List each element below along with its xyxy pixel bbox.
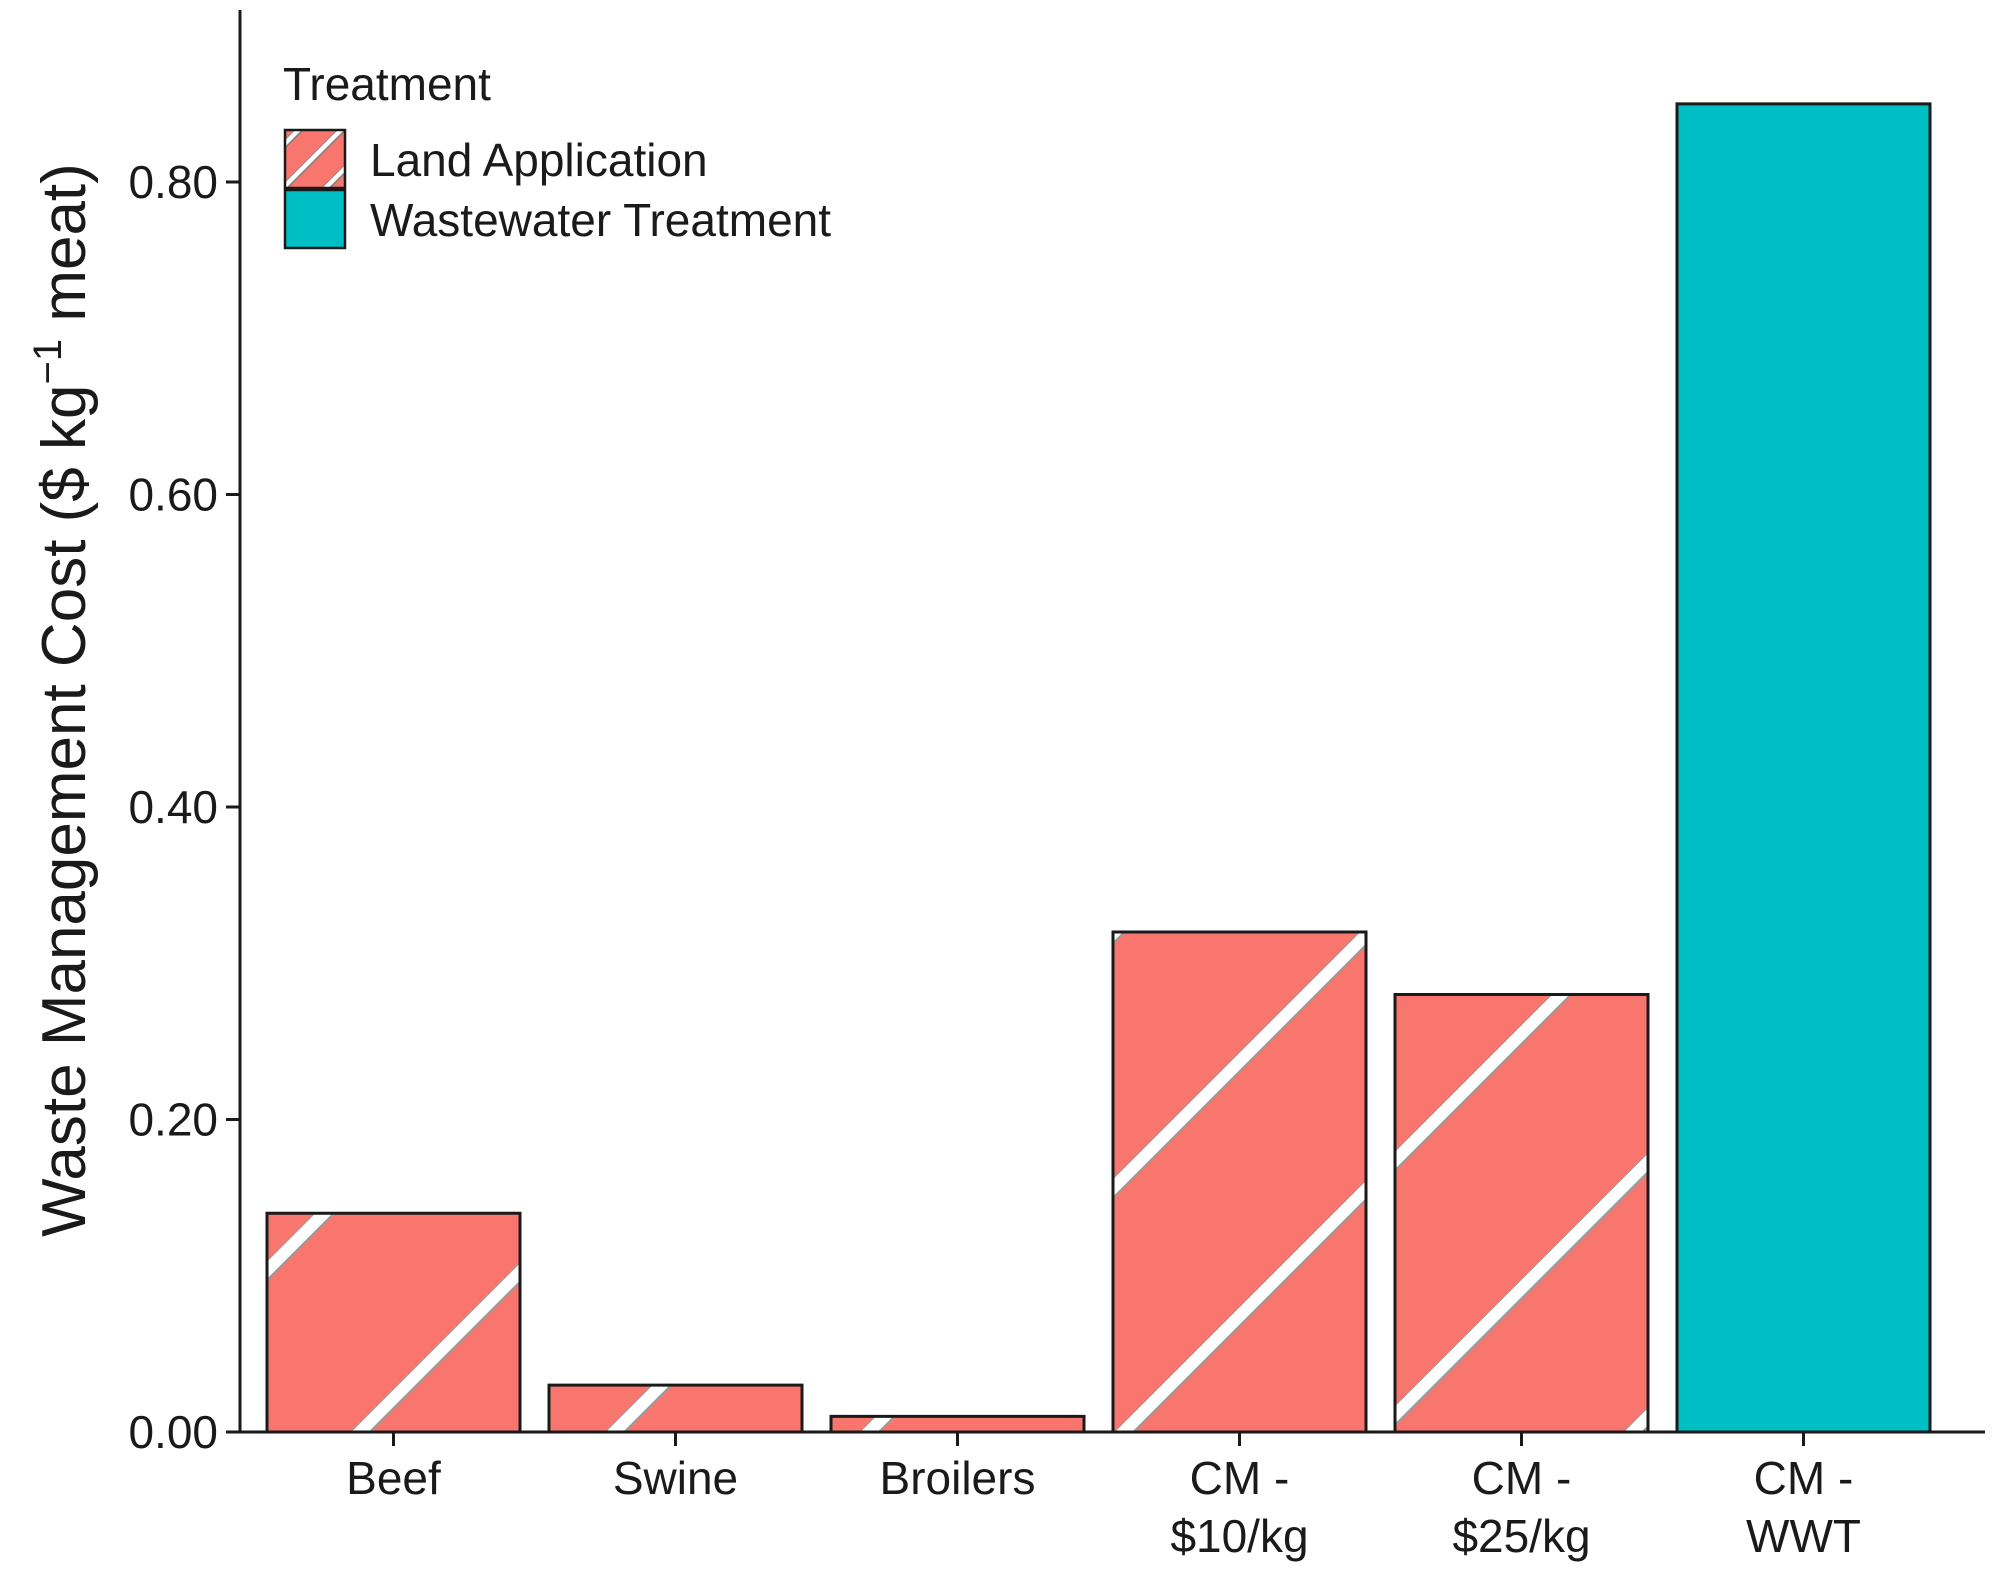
- legend-label-wastewater-treatment: Wastewater Treatment: [370, 194, 831, 246]
- x-tick-label: Swine: [613, 1452, 738, 1504]
- y-tick-label: 0.00: [128, 1406, 218, 1458]
- legend: Treatment Land Application Wastewater Tre…: [283, 58, 831, 250]
- bar-beef: [265, 1211, 522, 1434]
- bar-swine: [547, 1383, 804, 1434]
- y-tick-label: 0.80: [128, 156, 218, 208]
- y-tick-label: 0.40: [128, 781, 218, 833]
- x-tick-label: CM -$25/kg: [1452, 1452, 1590, 1562]
- axes-group: [238, 10, 1985, 1434]
- bar-cm-25-kg: [1393, 993, 1650, 1434]
- x-tick-label: CM -WWT: [1746, 1452, 1861, 1562]
- y-tick-label: 0.20: [128, 1094, 218, 1146]
- legend-label-land-application: Land Application: [370, 134, 708, 186]
- y-tick-label: 0.60: [128, 469, 218, 521]
- y-axis-ticks: 0.00 0.20 0.40 0.60 0.80: [128, 156, 240, 1458]
- legend-key-wastewater-treatment: [283, 188, 347, 250]
- x-tick-label: CM -$10/kg: [1170, 1452, 1308, 1562]
- bar-broilers: [829, 1414, 1086, 1434]
- bar-cm-wwt: [1675, 102, 1932, 1434]
- legend-title: Treatment: [283, 58, 491, 110]
- y-axis-title: Waste Management Cost ($ kg−1 meat): [26, 163, 99, 1237]
- y-axis-title-superscript: −1: [26, 339, 70, 385]
- x-axis-ticks: Beef Swine Broilers CM -$10/kg CM -$25/kg CM …: [346, 1432, 1861, 1562]
- bars-group: [265, 102, 1932, 1434]
- y-axis-title-suffix: meat): [30, 163, 99, 339]
- y-axis-title-main: Waste Management Cost ($ kg: [30, 385, 99, 1237]
- x-tick-label: Beef: [346, 1452, 441, 1504]
- x-tick-label: Broilers: [880, 1452, 1036, 1504]
- bar-cm-10-kg: [1111, 930, 1368, 1434]
- legend-key-land-application: [283, 128, 347, 190]
